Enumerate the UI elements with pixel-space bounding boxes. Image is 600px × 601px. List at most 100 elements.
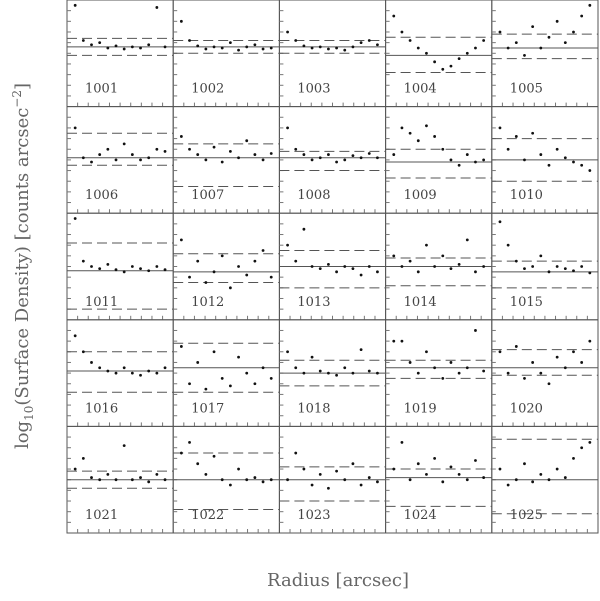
data-point xyxy=(253,153,257,156)
data-point xyxy=(220,46,224,50)
data-point xyxy=(179,135,183,138)
data-point xyxy=(563,267,567,271)
data-point xyxy=(400,30,404,34)
data-point xyxy=(147,369,151,373)
data-point xyxy=(90,43,93,47)
data-point xyxy=(245,371,249,375)
data-point xyxy=(98,41,102,45)
data-point xyxy=(433,265,437,268)
y-axis-label: log10(Surface Density) [counts arcsec−2] xyxy=(10,83,36,449)
data-point xyxy=(425,51,428,55)
data-point xyxy=(114,268,118,272)
data-point xyxy=(425,350,428,354)
panel-label: 1003 xyxy=(297,82,330,97)
data-point xyxy=(269,275,273,279)
panel-label: 1021 xyxy=(85,508,118,523)
data-point xyxy=(228,483,232,487)
data-point xyxy=(114,371,118,375)
data-point xyxy=(106,472,110,476)
data-point xyxy=(318,369,322,373)
data-point xyxy=(482,39,486,42)
data-point xyxy=(139,476,142,479)
data-point xyxy=(261,480,265,484)
data-point xyxy=(506,46,510,50)
data-point xyxy=(539,46,543,50)
data-point xyxy=(318,156,322,160)
data-point xyxy=(73,126,77,130)
data-point xyxy=(465,478,469,482)
data-point xyxy=(147,480,151,484)
data-point xyxy=(155,265,159,268)
data-point xyxy=(335,46,338,50)
data-point xyxy=(81,456,85,460)
data-point xyxy=(327,371,330,375)
panel-frame xyxy=(385,0,493,108)
data-point xyxy=(245,273,249,277)
data-point xyxy=(531,361,535,364)
data-point xyxy=(572,456,575,460)
data-point xyxy=(188,147,191,151)
data-point xyxy=(163,149,167,153)
data-point xyxy=(147,156,151,160)
data-point xyxy=(425,124,428,128)
data-point xyxy=(514,345,518,348)
data-point xyxy=(73,3,77,7)
data-point xyxy=(498,350,502,354)
data-point xyxy=(196,462,200,466)
data-point xyxy=(335,373,338,377)
data-point xyxy=(580,265,584,268)
data-point xyxy=(425,472,428,476)
data-point xyxy=(482,265,486,268)
data-point xyxy=(580,163,584,167)
data-point xyxy=(269,46,273,50)
data-point xyxy=(310,355,314,359)
data-point xyxy=(302,467,306,471)
data-point xyxy=(572,160,575,164)
data-point xyxy=(474,329,477,332)
data-point xyxy=(228,149,232,153)
data-point xyxy=(114,44,118,48)
data-point xyxy=(220,478,224,482)
data-point xyxy=(482,369,486,373)
data-point xyxy=(286,126,289,130)
data-point xyxy=(253,259,257,263)
data-point xyxy=(506,243,510,247)
data-point xyxy=(498,220,502,224)
data-point xyxy=(400,440,404,444)
data-point xyxy=(139,46,142,50)
data-point xyxy=(90,476,93,479)
data-point xyxy=(294,39,298,42)
data-point xyxy=(212,145,216,149)
data-point xyxy=(179,19,183,23)
data-point xyxy=(106,46,110,50)
data-point xyxy=(457,371,461,375)
data-point xyxy=(155,472,159,476)
panel-label: 1018 xyxy=(297,401,330,416)
panel-frame xyxy=(66,106,174,214)
data-point xyxy=(343,158,347,162)
data-point xyxy=(237,265,240,268)
data-point xyxy=(433,456,437,460)
panel-label: 1006 xyxy=(85,188,118,203)
data-point xyxy=(81,156,85,160)
data-point xyxy=(294,147,298,151)
data-point xyxy=(228,286,232,290)
data-point xyxy=(416,270,420,274)
y-label-end: ] xyxy=(12,83,33,90)
data-point xyxy=(98,478,102,482)
data-point xyxy=(318,45,322,49)
data-point xyxy=(204,387,208,391)
data-point xyxy=(245,478,249,482)
data-point xyxy=(457,163,461,167)
data-point xyxy=(400,265,404,268)
data-point xyxy=(359,41,363,45)
data-point xyxy=(212,270,216,274)
data-point xyxy=(392,153,396,156)
data-point xyxy=(122,142,126,146)
data-point xyxy=(163,268,167,272)
data-point xyxy=(327,486,330,490)
data-point xyxy=(310,265,314,268)
data-point xyxy=(523,462,526,466)
data-point xyxy=(261,249,265,252)
